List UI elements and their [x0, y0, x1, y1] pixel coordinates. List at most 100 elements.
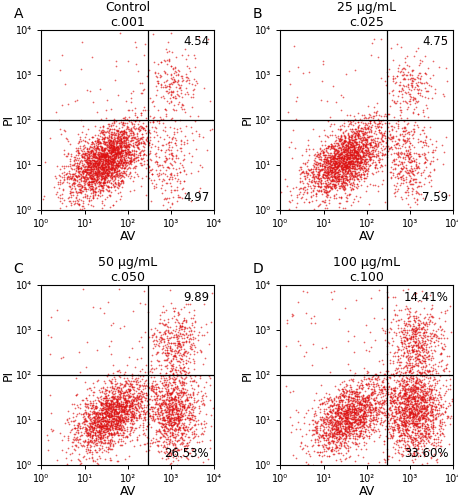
Point: [425, 415, 433, 423]
Point: [337, 140, 344, 148]
Point: [410, 106, 417, 114]
Point: [112, 155, 119, 163]
Point: [95, 157, 103, 165]
Point: [302, 409, 310, 417]
Point: [343, 413, 350, 421]
Point: [113, 427, 120, 435]
Point: [104, 168, 111, 176]
Point: [166, 132, 173, 140]
Point: [348, 418, 355, 426]
Point: [98, 414, 106, 422]
Point: [112, 422, 119, 430]
Point: [177, 136, 185, 143]
Point: [360, 422, 367, 430]
Point: [392, 352, 399, 360]
Point: [432, 423, 439, 431]
Point: [340, 387, 347, 395]
Point: [49, 426, 56, 434]
Point: [107, 413, 114, 421]
Point: [82, 403, 89, 411]
Point: [298, 168, 305, 176]
Point: [93, 183, 100, 191]
Point: [109, 154, 116, 162]
Point: [80, 166, 87, 173]
Point: [391, 123, 398, 131]
Point: [345, 393, 352, 401]
Point: [417, 381, 424, 389]
Point: [445, 412, 452, 420]
Point: [337, 192, 344, 200]
Point: [104, 156, 111, 164]
Point: [87, 438, 95, 446]
Point: [340, 154, 347, 162]
Point: [397, 173, 404, 181]
Point: [109, 160, 116, 168]
Point: [95, 158, 103, 166]
Point: [329, 164, 337, 172]
Point: [421, 425, 428, 433]
Point: [98, 420, 105, 428]
Point: [397, 160, 404, 168]
Point: [339, 392, 347, 400]
Point: [340, 440, 347, 448]
Point: [122, 137, 129, 145]
Point: [338, 158, 345, 166]
Point: [73, 421, 81, 429]
Point: [169, 344, 176, 352]
Point: [425, 378, 433, 386]
Point: [361, 402, 369, 409]
Point: [371, 152, 378, 160]
Point: [175, 456, 182, 464]
Point: [117, 406, 125, 414]
Point: [338, 426, 345, 434]
Point: [357, 193, 364, 201]
Point: [365, 150, 373, 158]
Point: [398, 394, 405, 402]
Point: [135, 138, 142, 146]
Point: [132, 377, 140, 385]
Point: [130, 143, 137, 151]
Point: [371, 400, 379, 407]
Point: [412, 378, 420, 386]
Point: [167, 415, 174, 423]
Point: [103, 151, 110, 159]
Point: [99, 404, 106, 412]
Point: [349, 439, 356, 447]
Point: [411, 455, 419, 463]
Point: [52, 190, 60, 198]
Point: [411, 440, 419, 448]
Point: [354, 385, 361, 393]
Point: [343, 420, 350, 428]
Point: [420, 344, 427, 352]
Point: [329, 168, 337, 175]
Point: [332, 166, 339, 174]
Point: [58, 174, 65, 182]
Point: [71, 97, 78, 105]
Point: [108, 138, 115, 145]
Point: [420, 424, 428, 432]
Point: [163, 97, 170, 105]
Point: [340, 434, 348, 442]
Point: [375, 433, 382, 441]
Point: [97, 152, 104, 160]
Point: [104, 171, 112, 179]
Point: [196, 184, 204, 192]
Point: [369, 152, 376, 160]
Point: [102, 422, 109, 430]
Point: [377, 161, 384, 169]
Point: [103, 162, 110, 170]
Point: [287, 428, 294, 436]
Point: [177, 373, 185, 381]
Point: [408, 396, 415, 404]
Point: [135, 140, 142, 147]
Point: [381, 436, 388, 444]
Point: [108, 142, 115, 150]
Point: [436, 187, 443, 195]
Point: [92, 137, 99, 145]
Point: [141, 440, 148, 448]
Point: [321, 198, 328, 206]
Point: [372, 336, 379, 344]
Point: [75, 146, 82, 154]
Point: [418, 414, 425, 422]
Point: [339, 157, 346, 165]
